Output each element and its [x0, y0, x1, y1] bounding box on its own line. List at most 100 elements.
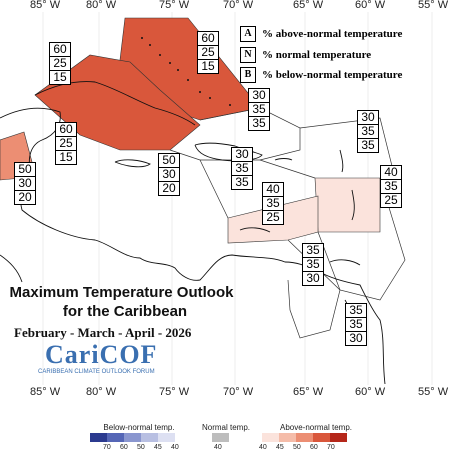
prob-normal: 30: [159, 168, 179, 182]
prob-normal: 35: [249, 103, 269, 117]
prob-box-hispaniola: 30 35 35: [231, 147, 253, 190]
colorbar-tick-label: 60: [310, 444, 318, 451]
longitude-label: 55° W: [418, 0, 449, 11]
prob-above: 60: [50, 43, 70, 57]
colorbar-tick-label: 50: [293, 444, 301, 451]
colorbar-swatch-above: [262, 433, 279, 442]
prob-box-leewards: 40 35 25: [380, 165, 402, 208]
prob-normal: 30: [15, 177, 35, 191]
colorbar-above-label: Above-normal temp.: [279, 423, 353, 432]
colorbar-tick-label: 70: [327, 444, 335, 451]
prob-box-atlantic-n: 30 35 35: [357, 110, 379, 153]
longitude-label: 75° W: [159, 386, 190, 398]
colorbar-normal-label: Normal temp.: [201, 423, 250, 432]
prob-below: 35: [361, 138, 375, 152]
probability-colorbar: [90, 433, 347, 442]
longitude-label: 70° W: [223, 0, 254, 11]
prob-above: 30: [249, 89, 269, 103]
colorbar-tick-label: 40: [259, 444, 267, 451]
colorbar-swatch-below: [90, 433, 107, 442]
prob-above: 40: [381, 166, 401, 180]
legend-below-text: % below-normal temperature: [262, 69, 403, 81]
map-title-line2: for the Caribbean: [62, 303, 188, 320]
prob-above: 60: [198, 32, 218, 46]
prob-below: 25: [266, 210, 280, 224]
colorbar-swatch-above: [313, 433, 330, 442]
legend-normal-text: % normal temperature: [262, 49, 372, 61]
longitude-label: 80° W: [86, 0, 117, 11]
prob-below: 20: [18, 190, 32, 204]
colorbar-below-label: Below-normal temp.: [103, 423, 175, 432]
prob-above: 30: [358, 111, 378, 125]
prob-above: 35: [303, 244, 323, 258]
colorbar-swatch-below: [107, 433, 124, 442]
prob-box-bahamas: 60 25 15: [197, 31, 219, 74]
prob-normal: 35: [303, 258, 323, 272]
prob-box-belize: 50 30 20: [14, 162, 36, 205]
legend-normal: N % normal temperature: [240, 47, 371, 63]
prob-box-turks: 30 35 35: [248, 88, 270, 131]
longitude-label: 55° W: [418, 386, 449, 398]
colorbar-swatch-below: [141, 433, 158, 442]
prob-normal: 35: [346, 318, 366, 332]
colorbar-swatch-above: [330, 433, 347, 442]
colorbar-swatch-above: [279, 433, 296, 442]
prob-normal: 35: [358, 125, 378, 139]
legend-above: A % above-normal temperature: [240, 26, 402, 42]
prob-normal: 25: [56, 137, 76, 151]
prob-below: 35: [252, 116, 266, 130]
prob-box-guyana: 35 35 30: [345, 303, 367, 346]
longitude-label: 80° W: [86, 386, 117, 398]
prob-box-jamaica: 50 30 20: [158, 153, 180, 196]
colorbar-swatch-above: [296, 433, 313, 442]
colorbar-swatch-below: [124, 433, 141, 442]
colorbar-tick-label: 70: [103, 444, 111, 451]
colorbar-tick-label: 40: [214, 444, 222, 451]
map-title: Maximum Temperature Outlook: [9, 284, 234, 301]
prob-below: 35: [235, 175, 249, 189]
prob-box-puerto-rico: 40 35 25: [262, 182, 284, 225]
longitude-label: 85° W: [30, 0, 61, 11]
prob-normal: 25: [198, 46, 218, 60]
caricof-logo-name: CariCOF: [45, 340, 158, 369]
prob-above: 50: [15, 163, 35, 177]
longitude-label: 65° W: [293, 0, 324, 11]
prob-below: 15: [201, 59, 215, 73]
colorbar-tick-label: 45: [154, 444, 162, 451]
prob-box-cayman: 60 25 15: [55, 122, 77, 165]
prob-below: 15: [53, 70, 67, 84]
prob-above: 50: [159, 154, 179, 168]
region-leewards: [314, 177, 381, 233]
prob-below: 25: [384, 193, 398, 207]
colorbar-swatch-normal: [212, 433, 229, 442]
longitude-label: 60° W: [355, 0, 386, 11]
forecast-period: February - March - April - 2026: [14, 325, 192, 340]
prob-above: 35: [346, 304, 366, 318]
prob-normal: 35: [263, 197, 283, 211]
legend-below-key: B: [240, 67, 256, 83]
colorbar-swatch-below: [158, 433, 175, 442]
prob-below: 30: [306, 271, 320, 285]
caricof-logo: CariCOF CARIBBEAN CLIMATE OUTLOOK FORUM: [38, 340, 158, 375]
longitude-label: 75° W: [159, 0, 190, 11]
legend-above-text: % above-normal temperature: [262, 28, 403, 40]
longitude-label: 85° W: [30, 386, 61, 398]
colorbar-tick-label: 50: [137, 444, 145, 451]
legend-above-key: A: [240, 26, 256, 42]
prob-box-cuba-west: 60 25 15: [49, 42, 71, 85]
prob-above: 60: [56, 123, 76, 137]
prob-below: 30: [349, 331, 363, 345]
colorbar-tick-label: 45: [276, 444, 284, 451]
caricof-logo-tagline: CARIBBEAN CLIMATE OUTLOOK FORUM: [38, 369, 155, 375]
prob-above: 40: [263, 183, 283, 197]
legend-below: B % below-normal temperature: [240, 67, 402, 83]
colorbar-tick-label: 40: [171, 444, 179, 451]
longitude-label: 60° W: [355, 386, 386, 398]
longitude-label: 70° W: [223, 386, 254, 398]
legend-normal-key: N: [240, 47, 256, 63]
prob-box-abc: 35 35 30: [302, 243, 324, 286]
prob-normal: 35: [232, 162, 252, 176]
prob-normal: 35: [381, 180, 401, 194]
colorbar-tick-label: 60: [120, 444, 128, 451]
longitude-label: 65° W: [293, 386, 324, 398]
